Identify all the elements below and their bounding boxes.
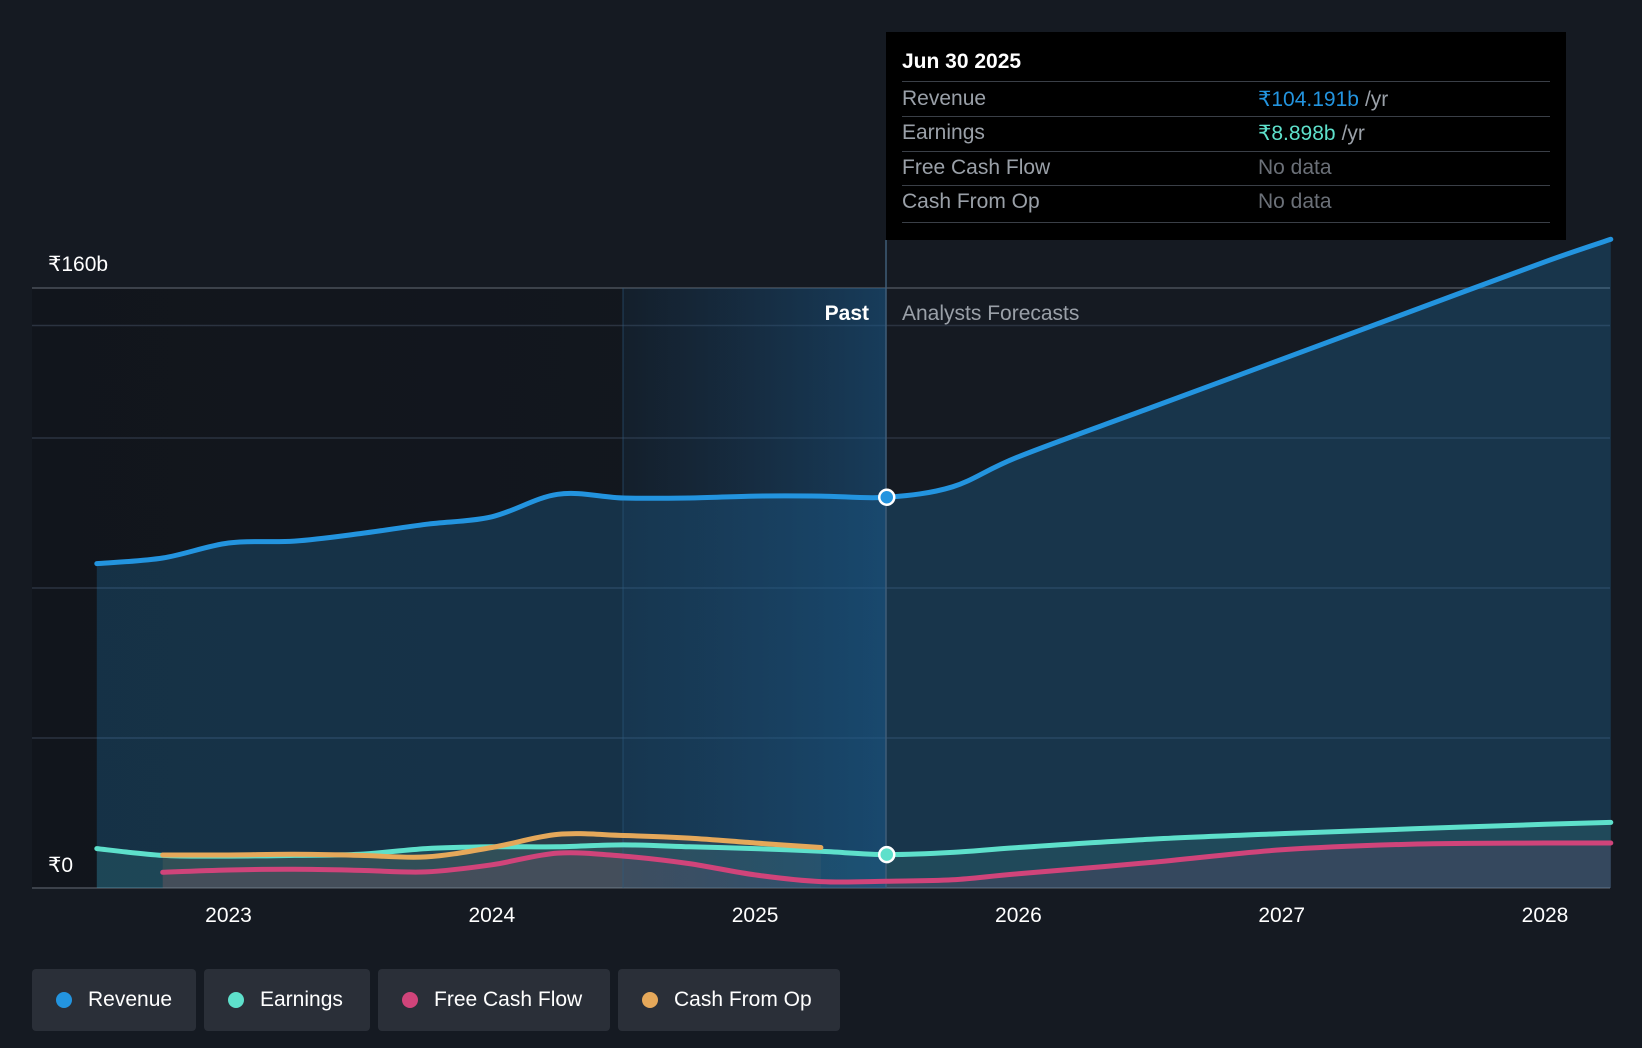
tooltip-fcf-label: Free Cash Flow	[902, 156, 1051, 179]
tooltip-row-cfo: Cash From Op No data	[902, 185, 1550, 219]
tooltip-divider	[902, 151, 1550, 152]
tooltip-divider	[902, 81, 1550, 82]
tooltip-divider	[902, 116, 1550, 117]
x-tick-label: 2026	[995, 904, 1042, 927]
tooltip-row-earnings: Earnings ₹8.898b/yr	[902, 116, 1550, 150]
past-label: Past	[825, 302, 869, 325]
x-tick-label: 2028	[1522, 904, 1569, 927]
tooltip-row-revenue: Revenue ₹104.191b/yr	[902, 82, 1550, 116]
tooltip-divider	[902, 185, 1550, 186]
tooltip: Jun 30 2025 Revenue ₹104.191b/yr Earning…	[886, 32, 1566, 240]
tooltip-row-fcf: Free Cash Flow No data	[902, 151, 1550, 185]
tooltip-earnings-label: Earnings	[902, 121, 985, 144]
x-tick-label: 2027	[1258, 904, 1305, 927]
series-lines	[94, 236, 1614, 885]
tooltip-date: Jun 30 2025	[902, 50, 1022, 73]
tooltip-cfo-label: Cash From Op	[902, 190, 1040, 213]
revenue-line	[94, 236, 1614, 567]
legend-label-earnings: Earnings	[260, 988, 343, 1011]
tooltip-earnings-value: ₹8.898b	[1258, 122, 1336, 145]
legend-dot-revenue	[56, 992, 72, 1008]
y-axis-top-label: ₹160b	[48, 253, 108, 276]
legend-dot-free-cash-flow	[402, 992, 418, 1008]
revenue-marker	[878, 488, 896, 506]
tooltip-cfo-value: No data	[1258, 190, 1332, 213]
legend-label-revenue: Revenue	[88, 988, 173, 1011]
tooltip-fcf-value: No data	[1258, 156, 1332, 179]
forecast-label: Analysts Forecasts	[902, 302, 1079, 325]
highlight-markers	[878, 488, 896, 864]
legend-label-cash-from-op: Cash From Op	[674, 988, 812, 1011]
tooltip-earnings-unit: /yr	[1341, 122, 1365, 145]
legend-item-free-cash-flow[interactable]: Free Cash Flow	[378, 969, 610, 1031]
legend-item-revenue[interactable]: Revenue	[32, 969, 196, 1031]
x-axis-ticks: 2023 2024 2025 2026 2027 2028	[205, 904, 1568, 927]
legend-item-cash-from-op[interactable]: Cash From Op	[618, 969, 840, 1031]
legend-label-free-cash-flow: Free Cash Flow	[434, 988, 583, 1011]
x-tick-label: 2024	[468, 904, 515, 927]
tooltip-revenue-label: Revenue	[902, 87, 987, 110]
legend-item-earnings[interactable]: Earnings	[204, 969, 370, 1031]
free-cash-flow-line	[160, 840, 1614, 885]
tooltip-revenue-value: ₹104.191b	[1258, 88, 1359, 111]
y-axis-bottom-label: ₹0	[48, 854, 73, 877]
legend-dot-earnings	[228, 992, 244, 1008]
tooltip-revenue-unit: /yr	[1364, 88, 1389, 111]
cash-from-op-line	[160, 831, 824, 860]
x-tick-label: 2025	[732, 904, 779, 927]
highlight-band	[623, 288, 886, 888]
x-tick-label: 2023	[205, 904, 252, 927]
tooltip-divider	[902, 222, 1550, 223]
earnings-marker	[878, 845, 896, 864]
legend-dot-cash-from-op	[642, 992, 658, 1008]
